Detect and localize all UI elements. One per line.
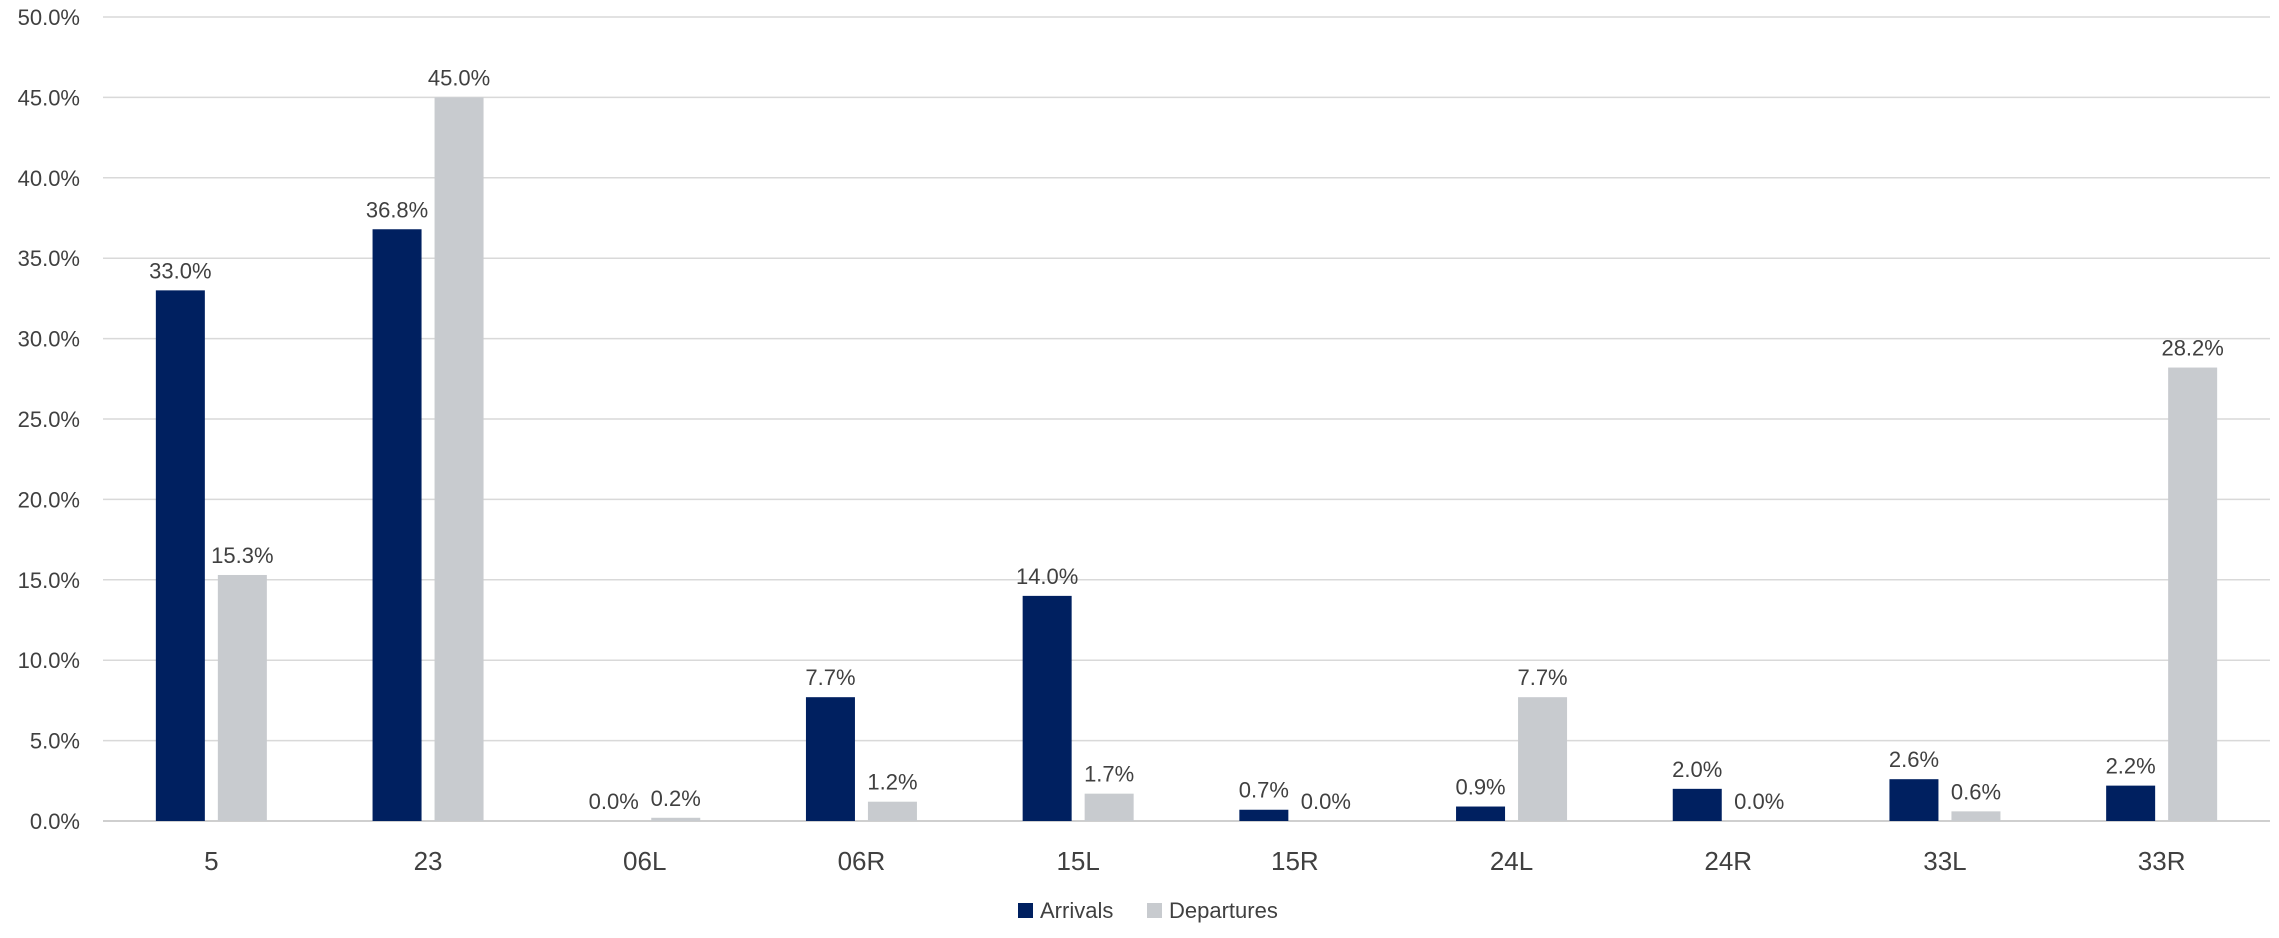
bar-departures-23 [434, 97, 484, 821]
x-tick-label: 33R [2138, 846, 2186, 876]
bar-arrivals-24r [1672, 788, 1722, 821]
bar-departures-24l [1518, 697, 1568, 821]
legend-swatch-departures [1147, 903, 1162, 918]
legend-label-departures: Departures [1169, 898, 1278, 923]
data-label: 7.7% [805, 665, 855, 690]
y-tick-label: 5.0% [30, 729, 80, 754]
x-axis-ticks: 5 23 06L 06R 15L 15R 24L 24R 33L 33R [204, 846, 2185, 876]
data-label: 15.3% [211, 543, 273, 568]
legend-swatch-arrivals [1018, 903, 1033, 918]
bar-arrivals-24l [1456, 806, 1506, 821]
bar-departures-15l [1084, 793, 1134, 821]
x-tick-label: 33L [1923, 846, 1966, 876]
data-labels: 33.0% 15.3% 36.8% 45.0% 0.0% 0.2% 7.7% 1.2% 14.0… [149, 65, 2224, 814]
data-label: 33.0% [149, 258, 211, 283]
data-label: 0.0% [1301, 789, 1351, 814]
data-label: 0.2% [651, 786, 701, 811]
data-label: 1.7% [1084, 762, 1134, 787]
bar-departures-33l [1951, 811, 2001, 821]
y-tick-label: 20.0% [18, 487, 80, 512]
x-tick-label: 24R [1704, 846, 1752, 876]
y-axis-ticks: 0.0% 5.0% 10.0% 15.0% 20.0% 25.0% 30.0% 35.0% 40… [18, 5, 80, 834]
x-tick-label: 15L [1056, 846, 1099, 876]
y-tick-label: 25.0% [18, 407, 80, 432]
data-label: 2.6% [1889, 747, 1939, 772]
data-label: 7.7% [1517, 665, 1567, 690]
data-label: 36.8% [366, 197, 428, 222]
bar-arrivals-15r [1239, 809, 1289, 821]
data-label: 0.7% [1239, 778, 1289, 803]
data-label: 28.2% [2161, 336, 2223, 361]
x-tick-label: 15R [1271, 846, 1319, 876]
data-label: 2.0% [1672, 757, 1722, 782]
bar-arrivals-23 [372, 229, 422, 822]
x-tick-label: 06L [623, 846, 666, 876]
bar-arrivals-33l [1889, 779, 1939, 821]
bar-arrivals-06r [805, 697, 855, 821]
bar-arrivals-33r [2106, 785, 2156, 821]
bar-arrivals-15l [1022, 595, 1072, 821]
data-label: 45.0% [428, 65, 490, 90]
y-tick-label: 0.0% [30, 809, 80, 834]
y-tick-label: 45.0% [18, 85, 80, 110]
bar-departures-06l [651, 817, 701, 821]
data-label: 14.0% [1016, 564, 1078, 589]
legend-label-arrivals: Arrivals [1040, 898, 1113, 923]
x-tick-label: 23 [414, 846, 443, 876]
bars [155, 97, 2218, 822]
x-tick-label: 24L [1490, 846, 1533, 876]
data-label: 0.0% [589, 789, 639, 814]
bar-departures-33r [2168, 367, 2218, 821]
data-label: 0.0% [1734, 789, 1784, 814]
data-label: 2.2% [2106, 754, 2156, 779]
legend: Arrivals Departures [1018, 898, 1278, 923]
gridlines [103, 16, 2270, 822]
y-tick-label: 30.0% [18, 327, 80, 352]
x-tick-label: 5 [204, 846, 218, 876]
data-label: 0.6% [1951, 779, 2001, 804]
y-tick-label: 50.0% [18, 5, 80, 30]
y-tick-label: 15.0% [18, 568, 80, 593]
data-label: 1.2% [867, 770, 917, 795]
y-tick-label: 40.0% [18, 166, 80, 191]
y-tick-label: 35.0% [18, 246, 80, 271]
bar-arrivals-5 [155, 290, 205, 821]
bar-departures-5 [217, 574, 267, 821]
data-label: 0.9% [1455, 775, 1505, 800]
x-tick-label: 06R [838, 846, 886, 876]
y-tick-label: 10.0% [18, 648, 80, 673]
bar-departures-06r [867, 801, 917, 821]
